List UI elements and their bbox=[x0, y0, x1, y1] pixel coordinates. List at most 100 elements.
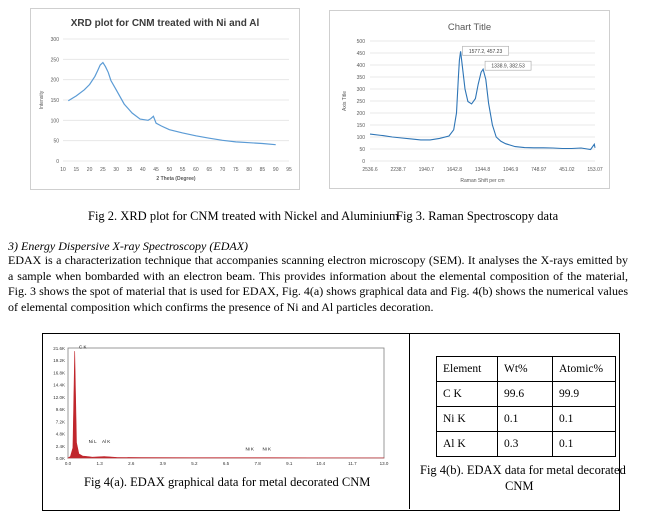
x-tick-label: 75 bbox=[233, 167, 239, 173]
table-row: Al K 0.3 0.1 bbox=[436, 431, 616, 457]
x-tick-label: 11.7 bbox=[348, 461, 357, 466]
y-tick-label: 300 bbox=[357, 87, 366, 93]
x-tick-label: 90 bbox=[273, 167, 279, 173]
x-tick-label: 13.0 bbox=[380, 461, 389, 466]
table-row: Ni K 0.1 0.1 bbox=[436, 406, 616, 432]
fig4a-caption: Fig 4(a). EDAX graphical data for metal … bbox=[84, 475, 371, 489]
xrd-plot: 300 250 200 150 100 50 010 15 20 25 30 35 40 45 50 55 60… bbox=[39, 37, 292, 182]
fig4-frame bbox=[42, 333, 620, 511]
fig3-caption: Fig 3. Raman Spectroscopy data bbox=[396, 209, 559, 223]
peak-label: C K bbox=[79, 345, 87, 350]
table-cell: 99.9 bbox=[552, 381, 616, 407]
section-paragraph: EDAX is a characterization technique tha… bbox=[8, 253, 628, 314]
x-tick-label: 2.6 bbox=[128, 461, 135, 466]
x-tick-label: 1.3 bbox=[96, 461, 103, 466]
x-tick-label: 65 bbox=[206, 167, 212, 173]
x-tick-label: 6.5 bbox=[223, 461, 230, 466]
x-tick-label: 1642.8 bbox=[447, 167, 463, 173]
raman-chart-title: Chart Title bbox=[447, 22, 492, 33]
y-tick-label: 100 bbox=[357, 135, 366, 141]
y-tick-label: 150 bbox=[51, 98, 60, 104]
y-tick-label: 500 bbox=[357, 39, 366, 45]
x-tick-label: 45 bbox=[153, 167, 159, 173]
table-header-cell: Element bbox=[436, 356, 498, 382]
x-tick-label: 153.07 bbox=[587, 167, 603, 173]
fig4b-caption-line1: Fig 4(b). EDAX data for metal decorated bbox=[420, 463, 626, 477]
section-heading: 3) Energy Dispersive X-ray Spectroscopy … bbox=[8, 239, 249, 253]
fig4b-caption-line2: CNM bbox=[505, 479, 534, 493]
data-label: 1338.9, 382.53 bbox=[491, 64, 525, 70]
peak-label: Ni K bbox=[245, 446, 254, 451]
raman-chart-panel: Chart Title 500 450 400 350 300 250 200 150 100 5… bbox=[329, 10, 610, 189]
y-tick-label: 150 bbox=[357, 123, 366, 129]
data-label-box bbox=[484, 60, 532, 71]
x-tick-label: 0.0 bbox=[65, 461, 72, 466]
y-tick-label: 50 bbox=[53, 139, 59, 145]
x-tick-label: 2238.7 bbox=[390, 167, 406, 173]
x-tick-label: 70 bbox=[220, 167, 226, 173]
x-tick-label: 80 bbox=[246, 167, 252, 173]
y-tick-label: 4.8K bbox=[56, 432, 65, 437]
spectrum-area bbox=[66, 351, 385, 459]
y-tick-label: 50 bbox=[359, 147, 365, 153]
fig4-divider bbox=[409, 333, 410, 509]
table-header-cell: Wt% bbox=[497, 356, 553, 382]
table-row: C K 99.6 99.9 bbox=[436, 381, 616, 407]
x-tick-label: 1940.7 bbox=[419, 167, 435, 173]
x-tick-label: 35 bbox=[127, 167, 133, 173]
x-tick-label: 7.8 bbox=[254, 461, 261, 466]
x-tick-label: 20 bbox=[87, 167, 93, 173]
y-tick-label: 300 bbox=[51, 37, 60, 43]
series-line bbox=[67, 61, 276, 146]
x-tick-label: 1046.9 bbox=[503, 167, 519, 173]
table-cell: Al K bbox=[436, 431, 498, 457]
edax-spectrum-plot: 21.6K 19.2K 16.8K 14.4K 12.0K 9.6K 7.2K 4.8K 2.4… bbox=[53, 345, 389, 466]
x-tick-label: 95 bbox=[286, 167, 292, 173]
table-cell: 0.3 bbox=[497, 431, 553, 457]
x-tick-label: 60 bbox=[193, 167, 199, 173]
y-tick-label: 450 bbox=[357, 51, 366, 57]
y-tick-label: 21.6K bbox=[53, 346, 65, 351]
y-axis-title: Axis Title bbox=[342, 91, 348, 111]
data-label-box bbox=[462, 45, 509, 56]
x-tick-label: 40 bbox=[140, 167, 146, 173]
y-tick-label: 2.4K bbox=[56, 444, 65, 449]
x-tick-label: 2536.6 bbox=[362, 167, 378, 173]
y-axis-title: Intensity bbox=[39, 90, 45, 109]
peak-label: Ni L bbox=[89, 439, 97, 444]
y-tick-label: 350 bbox=[357, 75, 366, 81]
table-header-row: Element Wt% Atomic% bbox=[436, 356, 616, 382]
table-cell: Ni K bbox=[436, 406, 498, 432]
x-tick-label: 30 bbox=[113, 167, 119, 173]
table-header-cell: Atomic% bbox=[552, 356, 616, 382]
x-tick-label: 25 bbox=[100, 167, 106, 173]
x-tick-label: 5.2 bbox=[191, 461, 198, 466]
x-tick-label: 451.02 bbox=[559, 167, 575, 173]
x-tick-label: 10 bbox=[60, 167, 66, 173]
x-tick-label: 15 bbox=[74, 167, 80, 173]
y-tick-label: 250 bbox=[357, 99, 366, 105]
peak-label: Ni K bbox=[262, 446, 271, 451]
y-tick-label: 0 bbox=[362, 159, 365, 165]
x-tick-label: 50 bbox=[167, 167, 173, 173]
x-axis-title: Raman Shift per cm bbox=[460, 178, 504, 184]
y-tick-label: 100 bbox=[51, 118, 60, 124]
table-cell: 0.1 bbox=[552, 431, 616, 457]
series-line bbox=[369, 51, 596, 151]
y-tick-label: 16.8K bbox=[53, 370, 65, 375]
y-tick-label: 9.6K bbox=[56, 407, 65, 412]
x-tick-label: 85 bbox=[260, 167, 266, 173]
y-tick-label: 19.2K bbox=[53, 358, 65, 363]
edax-table: Element Wt% Atomic% C K 99.6 99.9 Ni K 0… bbox=[436, 356, 616, 457]
x-tick-label: 9.1 bbox=[286, 461, 293, 466]
y-tick-label: 250 bbox=[51, 57, 60, 63]
x-axis-title: 2 Theta (Degree) bbox=[156, 176, 196, 182]
table-cell: 99.6 bbox=[497, 381, 553, 407]
x-tick-label: 3.9 bbox=[160, 461, 167, 466]
y-tick-label: 7.2K bbox=[56, 419, 65, 424]
x-tick-label: 55 bbox=[180, 167, 186, 173]
xrd-chart-panel: XRD plot for CNM treated with Ni and Al … bbox=[30, 8, 300, 190]
table-cell: 0.1 bbox=[497, 406, 553, 432]
fig2-caption: Fig 2. XRD plot for CNM treated with Nic… bbox=[88, 209, 399, 223]
y-tick-label: 400 bbox=[357, 63, 366, 69]
